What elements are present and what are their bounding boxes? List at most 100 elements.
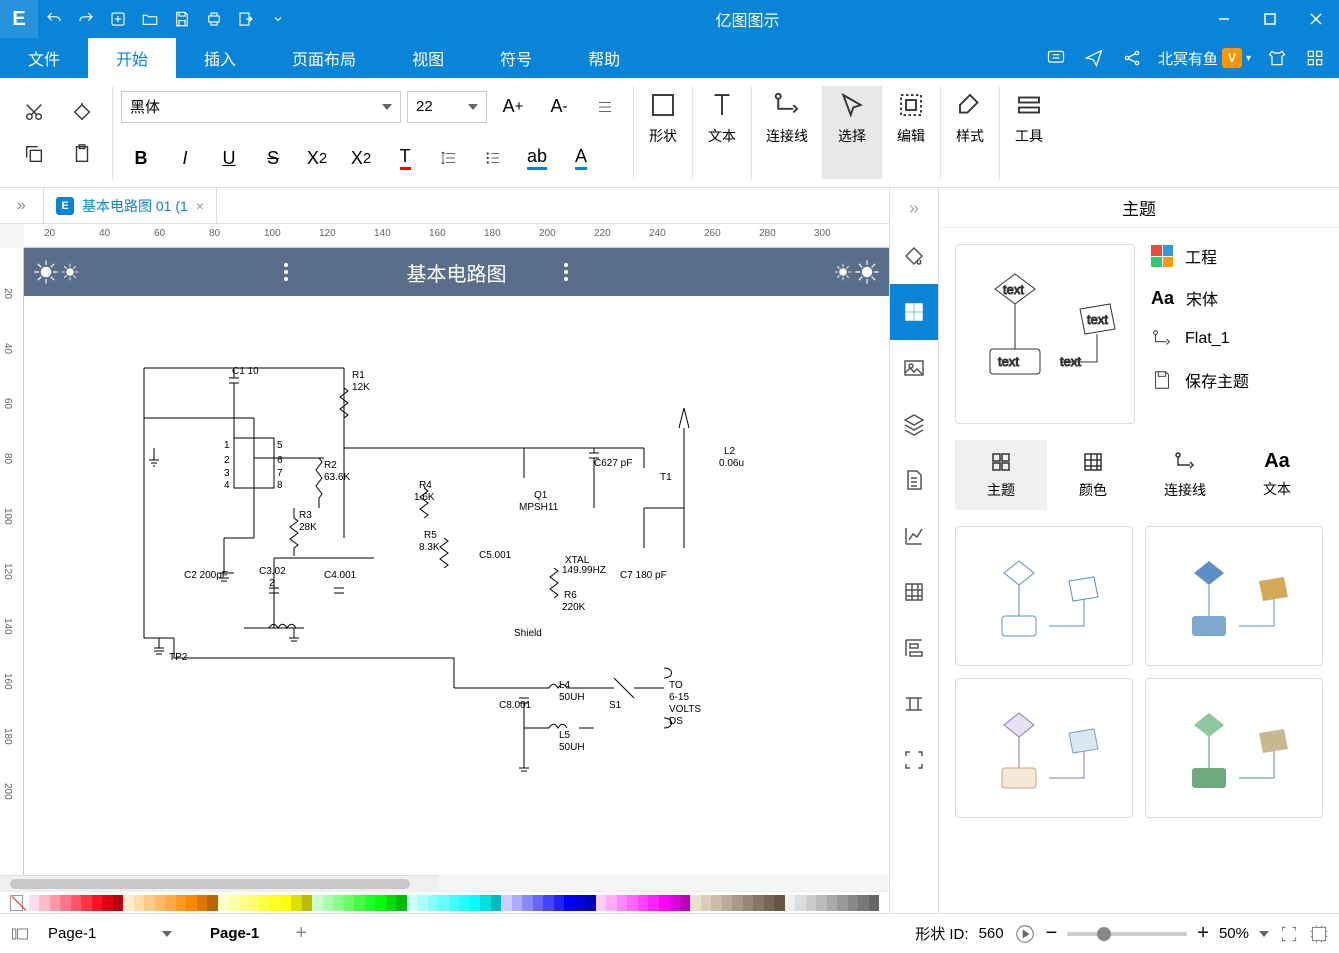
color-swatch[interactable] bbox=[638, 895, 649, 911]
color-swatch[interactable] bbox=[291, 895, 302, 911]
color-swatch[interactable] bbox=[396, 895, 407, 911]
text-color-button[interactable]: T bbox=[385, 142, 425, 174]
color-swatch[interactable] bbox=[344, 895, 355, 911]
color-swatch[interactable] bbox=[732, 895, 743, 911]
color-swatch[interactable] bbox=[417, 895, 428, 911]
menu-file[interactable]: 文件 bbox=[0, 38, 88, 78]
bold-button[interactable]: B bbox=[121, 142, 161, 174]
distribute-tool-icon[interactable] bbox=[890, 676, 938, 732]
page-tab[interactable]: Page-1 bbox=[190, 925, 279, 942]
paste-button[interactable] bbox=[60, 135, 104, 173]
zoom-slider[interactable] bbox=[1067, 932, 1187, 936]
theme-tab-theme[interactable]: 主题 bbox=[955, 440, 1047, 510]
color-swatch[interactable] bbox=[491, 895, 502, 911]
minimize-button[interactable] bbox=[1201, 0, 1247, 38]
font-family-select[interactable]: 黑体 bbox=[121, 91, 401, 123]
color-swatch[interactable] bbox=[753, 895, 764, 911]
theme-card[interactable] bbox=[955, 526, 1133, 666]
color-swatch[interactable] bbox=[459, 895, 470, 911]
color-swatch[interactable] bbox=[60, 895, 71, 911]
color-swatch[interactable] bbox=[113, 895, 124, 911]
color-swatch[interactable] bbox=[669, 895, 680, 911]
copy-button[interactable] bbox=[12, 135, 56, 173]
color-swatch[interactable] bbox=[627, 895, 638, 911]
color-swatch[interactable] bbox=[428, 895, 439, 911]
shape-group[interactable]: 形状 bbox=[634, 86, 693, 179]
new-button[interactable] bbox=[102, 0, 134, 38]
comment-icon[interactable] bbox=[1044, 46, 1068, 70]
color-swatch[interactable] bbox=[354, 895, 365, 911]
menu-view[interactable]: 视图 bbox=[384, 38, 472, 78]
menu-insert[interactable]: 插入 bbox=[176, 38, 264, 78]
superscript-button[interactable]: X2 bbox=[297, 142, 337, 174]
print-button[interactable] bbox=[198, 0, 230, 38]
color-swatch[interactable] bbox=[260, 895, 271, 911]
color-swatch[interactable] bbox=[438, 895, 449, 911]
color-swatch[interactable] bbox=[501, 895, 512, 911]
color-swatch[interactable] bbox=[123, 895, 134, 911]
format-painter-button[interactable] bbox=[60, 93, 104, 131]
menu-pagelayout[interactable]: 页面布局 bbox=[264, 38, 384, 78]
color-swatch[interactable] bbox=[575, 895, 586, 911]
theme-font-row[interactable]: Aa宋体 bbox=[1151, 286, 1323, 310]
color-swatch[interactable] bbox=[659, 895, 670, 911]
color-swatch[interactable] bbox=[302, 895, 313, 911]
color-swatch[interactable] bbox=[375, 895, 386, 911]
align-button[interactable] bbox=[585, 91, 625, 123]
zoom-out-button[interactable]: − bbox=[1046, 922, 1058, 945]
canvas[interactable]: 基本电路图 1234 5678 bbox=[24, 248, 889, 875]
expand-panel-button[interactable]: » bbox=[890, 188, 938, 228]
bullets-button[interactable] bbox=[473, 142, 513, 174]
color-swatch[interactable] bbox=[81, 895, 92, 911]
apps-icon[interactable] bbox=[1303, 46, 1327, 70]
theme-tab-connector[interactable]: 连接线 bbox=[1139, 440, 1231, 510]
color-swatch[interactable] bbox=[722, 895, 733, 911]
color-swatch[interactable] bbox=[543, 895, 554, 911]
share-icon[interactable] bbox=[1120, 46, 1144, 70]
theme-card[interactable] bbox=[1145, 678, 1323, 818]
color-swatch[interactable] bbox=[365, 895, 376, 911]
page-tool-icon[interactable] bbox=[890, 452, 938, 508]
color-swatch[interactable] bbox=[165, 895, 176, 911]
color-swatch[interactable] bbox=[323, 895, 334, 911]
text-group[interactable]: 文本 bbox=[693, 86, 752, 179]
fit-screen-icon[interactable] bbox=[1279, 924, 1299, 944]
redo-button[interactable] bbox=[70, 0, 102, 38]
color-swatch[interactable] bbox=[50, 895, 61, 911]
color-swatch[interactable] bbox=[533, 895, 544, 911]
color-swatch[interactable] bbox=[554, 895, 565, 911]
close-button[interactable] bbox=[1293, 0, 1339, 38]
color-swatch[interactable] bbox=[186, 895, 197, 911]
undo-button[interactable] bbox=[38, 0, 70, 38]
font-size-select[interactable]: 22 bbox=[407, 91, 487, 123]
color-swatch[interactable] bbox=[207, 895, 218, 911]
theme-card[interactable] bbox=[1145, 526, 1323, 666]
edit-group[interactable]: 编辑 bbox=[882, 86, 941, 179]
color-swatch[interactable] bbox=[312, 895, 323, 911]
color-swatch[interactable] bbox=[39, 895, 50, 911]
color-swatch[interactable] bbox=[92, 895, 103, 911]
color-swatch[interactable] bbox=[680, 895, 691, 911]
fullscreen-icon[interactable] bbox=[1309, 924, 1329, 944]
export-button[interactable] bbox=[230, 0, 262, 38]
theme-connector-row[interactable]: Flat_1 bbox=[1151, 328, 1323, 350]
color-swatch[interactable] bbox=[837, 895, 848, 911]
color-swatch[interactable] bbox=[743, 895, 754, 911]
page-select[interactable]: Page-1 bbox=[40, 920, 180, 948]
strikethrough-button[interactable]: S bbox=[253, 142, 293, 174]
horizontal-scrollbar[interactable] bbox=[0, 875, 439, 891]
close-tab-icon[interactable]: × bbox=[196, 198, 204, 214]
color-swatch[interactable] bbox=[480, 895, 491, 911]
color-swatch[interactable] bbox=[596, 895, 607, 911]
color-swatch[interactable] bbox=[795, 895, 806, 911]
color-swatch[interactable] bbox=[449, 895, 460, 911]
color-swatch[interactable] bbox=[102, 895, 113, 911]
italic-button[interactable]: I bbox=[165, 142, 205, 174]
image-tool-icon[interactable] bbox=[890, 340, 938, 396]
color-swatch[interactable] bbox=[470, 895, 481, 911]
send-icon[interactable] bbox=[1082, 46, 1106, 70]
color-swatch[interactable] bbox=[512, 895, 523, 911]
color-swatch[interactable] bbox=[228, 895, 239, 911]
color-swatch[interactable] bbox=[407, 895, 418, 911]
color-swatch[interactable] bbox=[848, 895, 859, 911]
